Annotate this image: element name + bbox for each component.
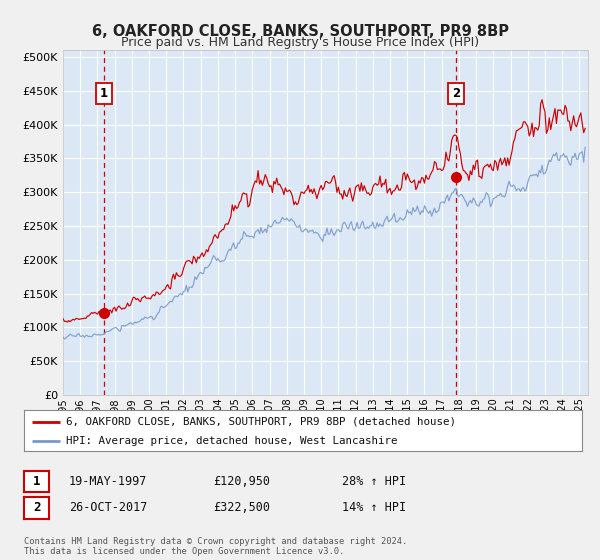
Text: 2: 2 (452, 87, 460, 100)
Text: 1: 1 (33, 475, 40, 488)
Text: 26-OCT-2017: 26-OCT-2017 (69, 501, 148, 515)
Text: 28% ↑ HPI: 28% ↑ HPI (342, 475, 406, 488)
Text: This data is licensed under the Open Government Licence v3.0.: This data is licensed under the Open Gov… (24, 547, 344, 556)
Text: 1: 1 (100, 87, 108, 100)
Text: Contains HM Land Registry data © Crown copyright and database right 2024.: Contains HM Land Registry data © Crown c… (24, 537, 407, 546)
Text: HPI: Average price, detached house, West Lancashire: HPI: Average price, detached house, West… (66, 436, 397, 446)
Text: £120,950: £120,950 (213, 475, 270, 488)
Text: £322,500: £322,500 (213, 501, 270, 515)
Text: 14% ↑ HPI: 14% ↑ HPI (342, 501, 406, 515)
Text: 19-MAY-1997: 19-MAY-1997 (69, 475, 148, 488)
Text: 6, OAKFORD CLOSE, BANKS, SOUTHPORT, PR9 8BP: 6, OAKFORD CLOSE, BANKS, SOUTHPORT, PR9 … (91, 24, 509, 39)
Text: Price paid vs. HM Land Registry's House Price Index (HPI): Price paid vs. HM Land Registry's House … (121, 36, 479, 49)
Text: 6, OAKFORD CLOSE, BANKS, SOUTHPORT, PR9 8BP (detached house): 6, OAKFORD CLOSE, BANKS, SOUTHPORT, PR9 … (66, 417, 456, 427)
Text: 2: 2 (33, 501, 40, 515)
